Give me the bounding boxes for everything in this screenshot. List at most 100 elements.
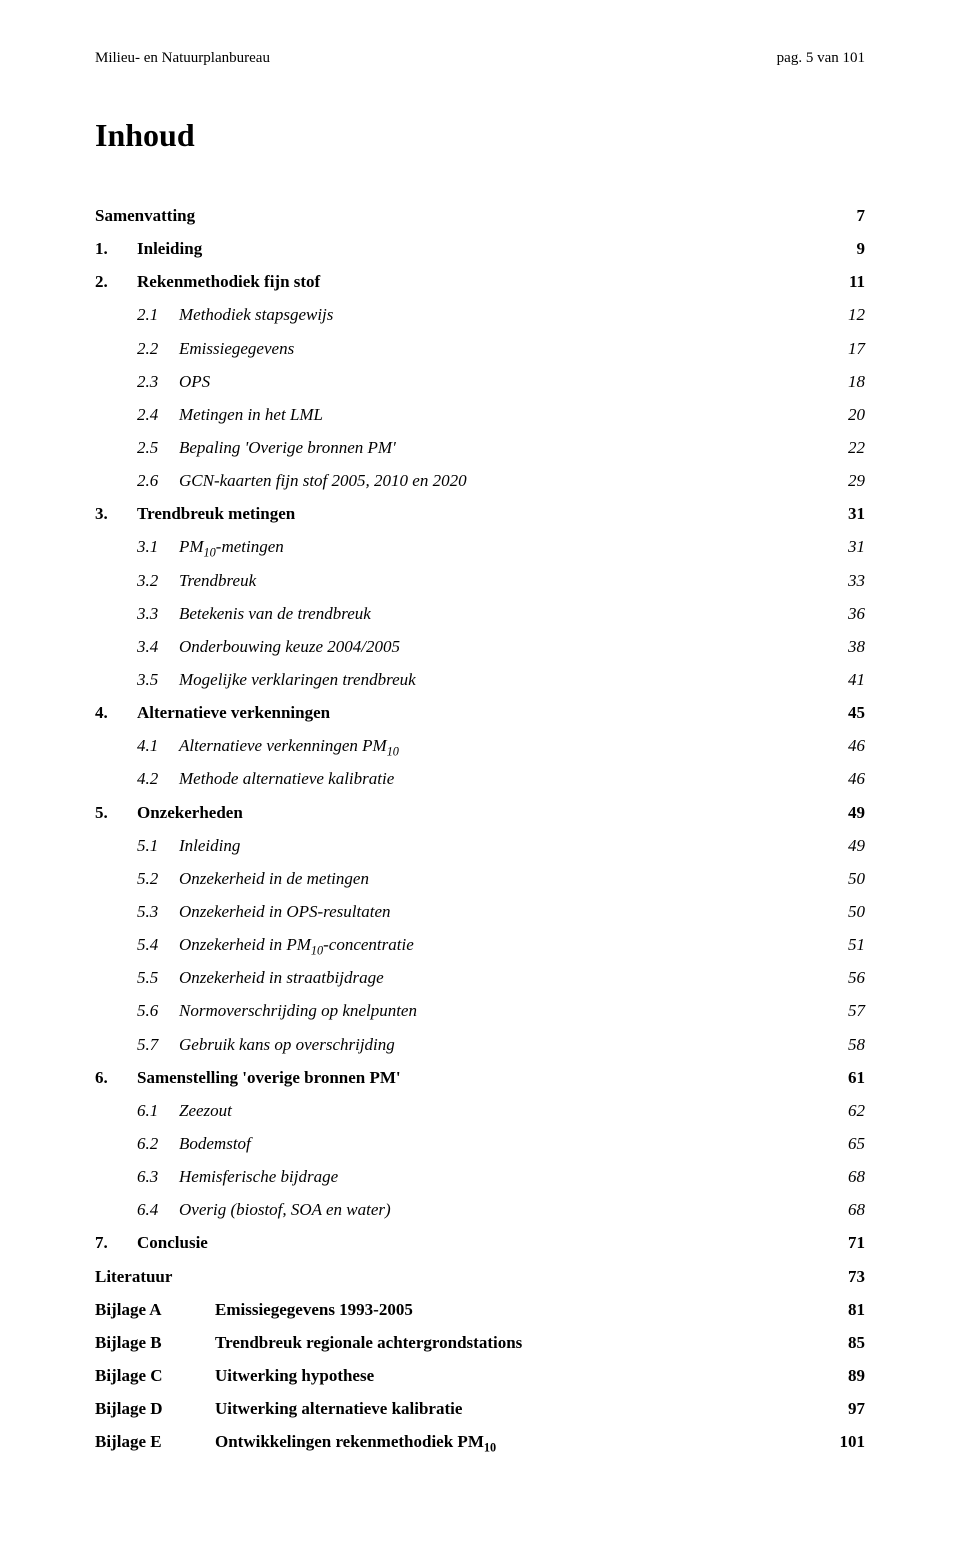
toc-entry-page: 38 <box>815 630 865 663</box>
toc-entry-number: 5.2 <box>137 862 179 895</box>
toc-entry-page: 89 <box>815 1359 865 1392</box>
toc-entry-number: 4.1 <box>137 729 179 762</box>
toc-entry-prefix: Bijlage B <box>95 1326 215 1359</box>
toc-label: 4.Alternatieve verkenningen <box>95 696 815 729</box>
toc-row: Samenvatting7 <box>95 199 865 232</box>
toc-label: 3.2Trendbreuk <box>137 564 815 597</box>
toc-label: 4.2Methode alternatieve kalibratie <box>137 762 815 795</box>
toc-entry-prefix: Bijlage D <box>95 1392 215 1425</box>
toc-entry-text: Alternatieve verkenningen PM10 <box>179 729 399 762</box>
toc-entry-page: 9 <box>815 232 865 265</box>
toc-row: 3.3Betekenis van de trendbreuk36 <box>95 597 865 630</box>
header-left: Milieu- en Natuurplanbureau <box>95 50 270 67</box>
toc-entry-text: Betekenis van de trendbreuk <box>179 597 371 630</box>
toc-row: 3.5Mogelijke verklaringen trendbreuk41 <box>95 663 865 696</box>
header-right: pag. 5 van 101 <box>777 50 865 67</box>
toc-row: 6.1Zeezout62 <box>95 1094 865 1127</box>
toc-entry-text: Mogelijke verklaringen trendbreuk <box>179 663 416 696</box>
toc-entry-page: 46 <box>815 762 865 795</box>
toc-entry-page: 20 <box>815 398 865 431</box>
toc-entry-page: 71 <box>815 1226 865 1259</box>
toc-entry-page: 49 <box>815 796 865 829</box>
toc-row: Bijlage AEmissiegegevens 1993-200581 <box>95 1293 865 1326</box>
toc-entry-page: 29 <box>815 464 865 497</box>
toc-row: Bijlage CUitwerking hypothese89 <box>95 1359 865 1392</box>
toc-entry-text: Bepaling 'Overige bronnen PM' <box>179 431 396 464</box>
toc-entry-page: 85 <box>815 1326 865 1359</box>
toc-row: Literatuur73 <box>95 1260 865 1293</box>
toc-row: 5.5Onzekerheid in straatbijdrage56 <box>95 961 865 994</box>
toc-row: 5.4Onzekerheid in PM10-concentratie51 <box>95 928 865 961</box>
toc-entry-number: 3.4 <box>137 630 179 663</box>
table-of-contents: Samenvatting71.Inleiding92.Rekenmethodie… <box>95 199 865 1458</box>
toc-entry-number: 3.3 <box>137 597 179 630</box>
toc-entry-page: 49 <box>815 829 865 862</box>
toc-row: 6.4Overig (biostof, SOA en water)68 <box>95 1193 865 1226</box>
toc-row: 5.6Normoverschrijding op knelpunten57 <box>95 994 865 1027</box>
toc-row: 3.Trendbreuk metingen31 <box>95 497 865 530</box>
toc-entry-text: Inleiding <box>179 829 240 862</box>
toc-entry-text: GCN-kaarten fijn stof 2005, 2010 en 2020 <box>179 464 467 497</box>
toc-label: 5.6Normoverschrijding op knelpunten <box>137 994 815 1027</box>
toc-entry-text: Rekenmethodiek fijn stof <box>137 265 320 298</box>
toc-entry-text: Ontwikkelingen rekenmethodiek PM10 <box>215 1425 496 1458</box>
toc-label: 5.4Onzekerheid in PM10-concentratie <box>137 928 815 961</box>
toc-label: 2.1Methodiek stapsgewijs <box>137 298 815 331</box>
toc-entry-number: 2.3 <box>137 365 179 398</box>
toc-label: 2.6GCN-kaarten fijn stof 2005, 2010 en 2… <box>137 464 815 497</box>
toc-label: 2.3OPS <box>137 365 815 398</box>
toc-entry-page: 51 <box>815 928 865 961</box>
toc-entry-text: Onzekerheid in OPS-resultaten <box>179 895 391 928</box>
toc-label: 4.1Alternatieve verkenningen PM10 <box>137 729 815 762</box>
toc-entry-text: Normoverschrijding op knelpunten <box>179 994 417 1027</box>
toc-entry-text: Emissiegegevens 1993-2005 <box>215 1293 413 1326</box>
toc-row: 2.6GCN-kaarten fijn stof 2005, 2010 en 2… <box>95 464 865 497</box>
toc-entry-page: 65 <box>815 1127 865 1160</box>
toc-row: 2.3OPS18 <box>95 365 865 398</box>
toc-row: 4.2Methode alternatieve kalibratie46 <box>95 762 865 795</box>
toc-row: 2.2Emissiegegevens17 <box>95 332 865 365</box>
toc-label: 5.7Gebruik kans op overschrijding <box>137 1028 815 1061</box>
toc-label: 3.4Onderbouwing keuze 2004/2005 <box>137 630 815 663</box>
toc-label: 3.5Mogelijke verklaringen trendbreuk <box>137 663 815 696</box>
toc-row: 3.4Onderbouwing keuze 2004/200538 <box>95 630 865 663</box>
toc-entry-page: 62 <box>815 1094 865 1127</box>
toc-entry-prefix: Bijlage C <box>95 1359 215 1392</box>
toc-label: 5.2Onzekerheid in de metingen <box>137 862 815 895</box>
toc-label: Bijlage EOntwikkelingen rekenmethodiek P… <box>95 1425 815 1458</box>
toc-entry-page: 18 <box>815 365 865 398</box>
toc-entry-number: 2. <box>95 265 137 298</box>
toc-entry-page: 22 <box>815 431 865 464</box>
toc-label: 6.2Bodemstof <box>137 1127 815 1160</box>
toc-entry-text: Onzekerheden <box>137 796 243 829</box>
toc-row: 4.Alternatieve verkenningen45 <box>95 696 865 729</box>
toc-entry-text: Overig (biostof, SOA en water) <box>179 1193 391 1226</box>
toc-entry-number: 5.7 <box>137 1028 179 1061</box>
toc-entry-text: Samenstelling 'overige bronnen PM' <box>137 1061 401 1094</box>
toc-row: 3.1PM10-metingen31 <box>95 530 865 563</box>
toc-entry-number: 2.1 <box>137 298 179 331</box>
toc-entry-number: 6.1 <box>137 1094 179 1127</box>
toc-label: 2.2Emissiegegevens <box>137 332 815 365</box>
toc-row: 5.1Inleiding49 <box>95 829 865 862</box>
toc-entry-page: 58 <box>815 1028 865 1061</box>
toc-entry-page: 45 <box>815 696 865 729</box>
toc-entry-text: Hemisferische bijdrage <box>179 1160 338 1193</box>
toc-entry-text: Metingen in het LML <box>179 398 323 431</box>
toc-entry-text: Conclusie <box>137 1226 208 1259</box>
toc-label: Bijlage AEmissiegegevens 1993-2005 <box>95 1293 815 1326</box>
toc-entry-page: 12 <box>815 298 865 331</box>
toc-row: 2.Rekenmethodiek fijn stof 11 <box>95 265 865 298</box>
toc-entry-number: 3. <box>95 497 137 530</box>
toc-row: 5.Onzekerheden49 <box>95 796 865 829</box>
toc-row: 7.Conclusie71 <box>95 1226 865 1259</box>
toc-label: 2.5Bepaling 'Overige bronnen PM' <box>137 431 815 464</box>
toc-entry-text: Alternatieve verkenningen <box>137 696 330 729</box>
toc-entry-number: 5.3 <box>137 895 179 928</box>
toc-label: 3.1PM10-metingen <box>137 530 815 563</box>
toc-entry-page: 11 <box>815 265 865 298</box>
toc-entry-text: Onderbouwing keuze 2004/2005 <box>179 630 400 663</box>
toc-entry-text: PM10-metingen <box>179 530 284 563</box>
toc-entry-text: Samenvatting <box>95 199 195 232</box>
toc-entry-text: Trendbreuk regionale achtergrondstations <box>215 1326 522 1359</box>
